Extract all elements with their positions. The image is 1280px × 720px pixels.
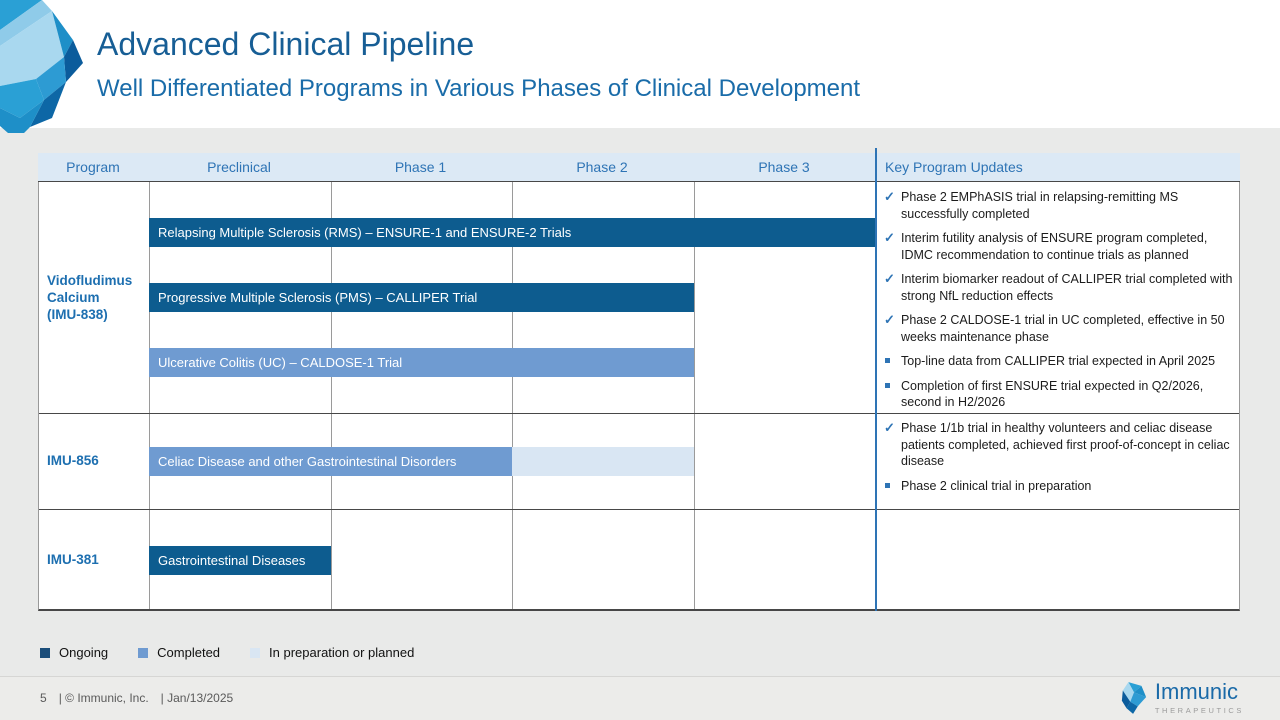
trial-bar: Celiac Disease and other Gastrointestina…: [149, 446, 512, 476]
column-header-preclinical: Preclinical: [207, 159, 271, 175]
footer-copyright: | © Immunic, Inc.: [58, 691, 149, 705]
column-grid-line: [331, 182, 332, 609]
program-label-line: Vidofludimus: [47, 272, 133, 288]
check-icon: ✓: [884, 230, 895, 245]
program-label: IMU-381: [39, 509, 149, 611]
program-label-line: Calcium: [47, 289, 100, 305]
column-grid-line: [512, 182, 513, 609]
row-separator-line: [39, 509, 1239, 510]
legend-label: In preparation or planned: [269, 645, 415, 660]
update-text: Phase 1/1b trial in healthy volunteers a…: [901, 421, 1230, 468]
legend-label: Ongoing: [59, 645, 109, 660]
table-header-row: Program Preclinical Phase 1 Phase 2 Phas…: [38, 153, 1240, 182]
content-area: Program Preclinical Phase 1 Phase 2 Phas…: [0, 128, 1280, 720]
key-updates-list: ✓ Phase 2 EMPhASIS trial in relapsing-rem…: [884, 189, 1234, 419]
trial-bar: Ulcerative Colitis (UC) – CALDOSE-1 Tria…: [149, 348, 694, 377]
update-item: Phase 2 clinical trial in preparation: [884, 478, 1234, 495]
key-updates-separator-line: [875, 148, 877, 611]
brand-tagline: THERAPEUTICS: [1154, 706, 1244, 715]
square-bullet-icon: [885, 358, 890, 363]
column-header-phase-1: Phase 1: [394, 159, 447, 175]
footer-text: 5 | © Immunic, Inc. | Jan/13/2025: [40, 691, 233, 705]
legend-item: Ongoing: [40, 645, 108, 660]
update-text: Interim biomarker readout of CALLIPER tr…: [901, 272, 1233, 303]
legend-swatch-icon: [138, 647, 149, 658]
row-separator-line: [39, 413, 1239, 414]
update-text: Top-line data from CALLIPER trial expect…: [901, 354, 1216, 368]
legend-swatch-icon: [40, 647, 50, 658]
legend-item: In preparation or planned: [250, 645, 414, 660]
column-grid-line: [694, 182, 695, 609]
brand-name: Immunic: [1154, 679, 1238, 704]
update-item: Top-line data from CALLIPER trial expect…: [884, 353, 1234, 370]
update-item: ✓ Phase 2 CALDOSE-1 trial in UC completed…: [884, 312, 1234, 345]
program-label: Vidofludimus Calcium (IMU-838): [39, 182, 149, 413]
column-header-phase-3: Phase 3: [758, 159, 810, 175]
update-item: ✓ Interim biomarker readout of CALLIPER t…: [884, 271, 1234, 304]
program-label-line: IMU-856: [47, 453, 99, 469]
key-updates-list: ✓ Phase 1/1b trial in healthy volunteers …: [884, 420, 1234, 502]
page-number: 5: [40, 691, 47, 705]
program-label-line: IMU-381: [47, 552, 99, 568]
status-legend: Ongoing Completed In preparation or planne…: [40, 645, 414, 660]
trial-bar: Gastrointestinal Diseases: [149, 545, 331, 575]
immunic-gem-logo: [0, 0, 83, 133]
slide-subtitle: Well Differentiated Programs in Various …: [97, 75, 861, 102]
brand-logo: Immunic THERAPEUTICS: [1120, 681, 1244, 715]
update-item: Completion of first ENSURE trial expecte…: [884, 378, 1234, 411]
slide-title: Advanced Clinical Pipeline: [97, 26, 475, 62]
square-bullet-icon: [885, 482, 890, 488]
update-text: Phase 2 CALDOSE-1 trial in UC completed,…: [901, 313, 1225, 344]
column-grid-line: [149, 182, 150, 609]
trial-bar: Progressive Multiple Sclerosis (PMS) – C…: [149, 283, 694, 312]
update-item: ✓ Phase 2 EMPhASIS trial in relapsing-rem…: [884, 189, 1234, 222]
update-text: Interim futility analysis of ENSURE prog…: [901, 231, 1208, 262]
check-icon: ✓: [884, 312, 895, 327]
square-bullet-icon: [885, 382, 890, 388]
check-icon: ✓: [884, 271, 895, 286]
trial-bar: Relapsing Multiple Sclerosis (RMS) – ENS…: [149, 218, 876, 247]
program-label: IMU-856: [39, 413, 149, 509]
update-item: ✓ Interim futility analysis of ENSURE pro…: [884, 230, 1234, 263]
legend-label: Completed: [157, 645, 221, 660]
footer: 5 | © Immunic, Inc. | Jan/13/2025 Immuni…: [0, 676, 1280, 720]
column-header-phase-2: Phase 2: [576, 159, 628, 175]
footer-date: | Jan/13/2025: [160, 691, 234, 705]
legend-item: Completed: [138, 645, 220, 660]
immunic-gem-icon: [1121, 682, 1147, 714]
update-text: Phase 2 EMPhASIS trial in relapsing-remi…: [901, 190, 1179, 221]
column-header-key-updates: Key Program Updates: [885, 159, 1023, 175]
table-body: Vidofludimus Calcium (IMU-838) Relapsing Mu…: [38, 182, 1240, 611]
check-icon: ✓: [884, 189, 895, 204]
pipeline-table: Program Preclinical Phase 1 Phase 2 Phas…: [38, 148, 1240, 611]
update-item: ✓ Phase 1/1b trial in healthy volunteers …: [884, 420, 1234, 470]
check-icon: ✓: [884, 420, 895, 435]
program-label-line: (IMU-838): [47, 307, 108, 323]
column-header-program: Program: [66, 159, 120, 175]
legend-swatch-icon: [250, 647, 261, 658]
update-text: Phase 2 clinical trial in preparation: [901, 478, 1092, 493]
trial-bar: [512, 446, 694, 476]
update-text: Completion of first ENSURE trial expecte…: [901, 378, 1204, 410]
